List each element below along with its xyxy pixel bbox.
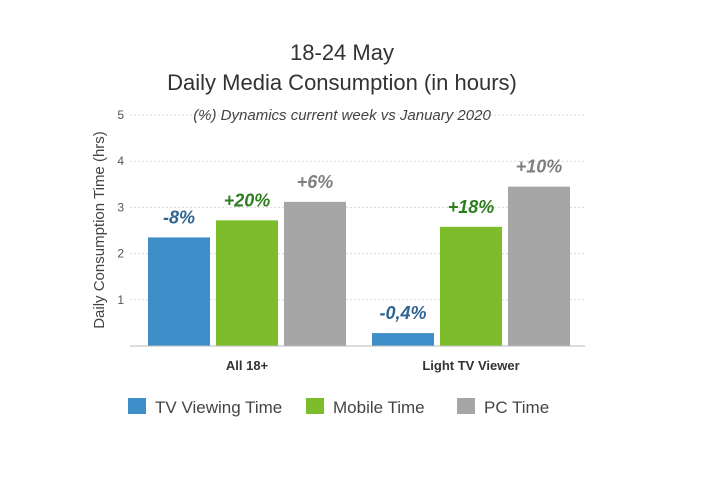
legend-item: Mobile Time: [306, 398, 425, 417]
y-tick-label: 2: [117, 247, 124, 261]
chart-title: 18-24 May: [290, 40, 394, 65]
y-tick-label: 3: [117, 200, 124, 214]
legend: TV Viewing Time Mobile Time PC Time: [128, 398, 549, 417]
chart-subtitle: Daily Media Consumption (in hours): [167, 70, 517, 95]
bar: [440, 226, 502, 346]
y-tick-label: 1: [117, 293, 124, 307]
bar: [508, 186, 570, 346]
legend-swatch: [457, 398, 475, 414]
data-label: -0,4%: [379, 303, 426, 323]
legend-label: TV Viewing Time: [155, 398, 282, 417]
bars: [148, 186, 570, 346]
y-axis-label: Daily Consumption Time (hrs): [91, 131, 108, 329]
chart-annotation: (%) Dynamics current week vs January 202…: [193, 107, 491, 124]
category-label: Light TV Viewer: [422, 358, 519, 373]
bar: [284, 201, 346, 346]
bar: [216, 220, 278, 346]
data-label: +18%: [448, 197, 495, 217]
data-labels: -8% +20% +6% -0,4% +18% +10%: [163, 157, 562, 323]
legend-label: PC Time: [484, 398, 549, 417]
data-label: +10%: [516, 157, 563, 177]
y-tick-label: 4: [117, 154, 124, 168]
bar: [372, 333, 434, 346]
y-axis-ticks: 1 2 3 4 5: [117, 108, 124, 307]
legend-item: TV Viewing Time: [128, 398, 282, 417]
bar: [148, 237, 210, 346]
legend-item: PC Time: [457, 398, 549, 417]
data-label: -8%: [163, 207, 195, 227]
y-tick-label: 5: [117, 108, 124, 122]
data-label: +20%: [224, 190, 271, 210]
category-label: All 18+: [226, 358, 269, 373]
data-label: +6%: [297, 172, 334, 192]
category-labels: All 18+ Light TV Viewer: [226, 358, 520, 373]
legend-label: Mobile Time: [333, 398, 425, 417]
legend-swatch: [128, 398, 146, 414]
legend-swatch: [306, 398, 324, 414]
